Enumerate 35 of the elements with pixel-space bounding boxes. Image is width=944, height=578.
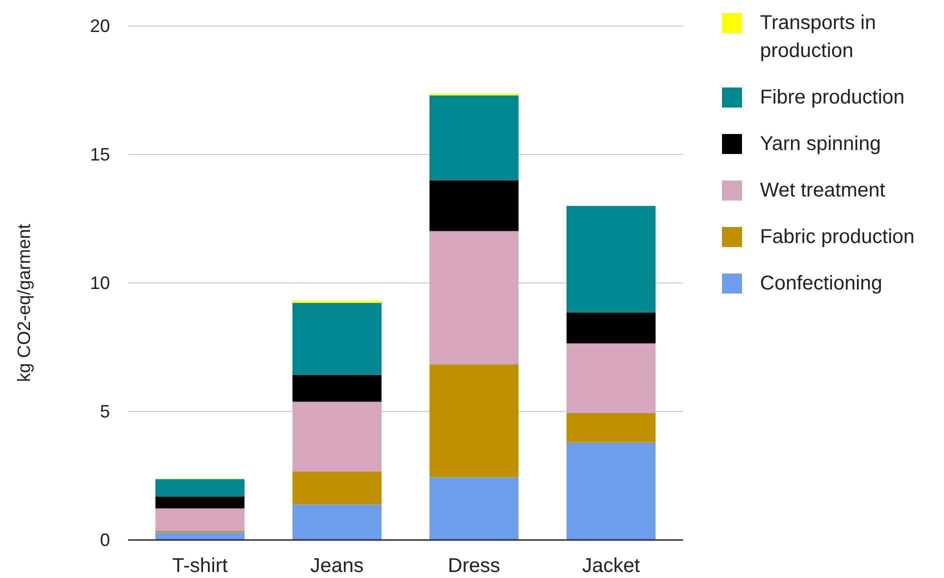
y-tick-label: 5 <box>100 402 110 422</box>
bar <box>292 471 382 504</box>
y-tick-label: 15 <box>90 144 110 164</box>
x-tick-label: Jacket <box>582 555 640 577</box>
bar <box>155 532 244 540</box>
bar <box>292 374 382 402</box>
bar <box>429 477 519 540</box>
x-tick-label: Jeans <box>310 555 364 577</box>
bar <box>566 343 656 414</box>
bar <box>155 496 244 508</box>
bar <box>429 180 519 232</box>
x-tick-label: Dress <box>448 555 500 577</box>
bar <box>292 302 382 375</box>
bar <box>566 206 656 312</box>
bar <box>429 364 519 478</box>
legend-label: Fabric production <box>760 226 915 248</box>
legend-label: Confectioning <box>760 272 882 294</box>
bar <box>566 413 656 442</box>
bar <box>429 231 519 364</box>
bar <box>429 95 519 180</box>
bar <box>292 402 382 472</box>
bar <box>155 508 244 532</box>
legend-label: Transports in production <box>760 12 876 62</box>
y-tick-label: 10 <box>90 273 110 293</box>
bar <box>566 442 656 540</box>
legend-label: Yarn spinning <box>760 133 881 155</box>
y-tick-label: 20 <box>90 16 110 36</box>
x-tick-label: T-shirt <box>172 555 228 577</box>
legend-label: Wet treatment <box>760 180 886 202</box>
bar <box>292 504 382 540</box>
bar <box>155 479 244 497</box>
bar <box>566 312 656 344</box>
y-tick-label: 0 <box>100 530 110 550</box>
legend-label: Fibre production <box>760 86 905 108</box>
y-axis-title: kg CO2-eq/garment <box>14 224 34 382</box>
